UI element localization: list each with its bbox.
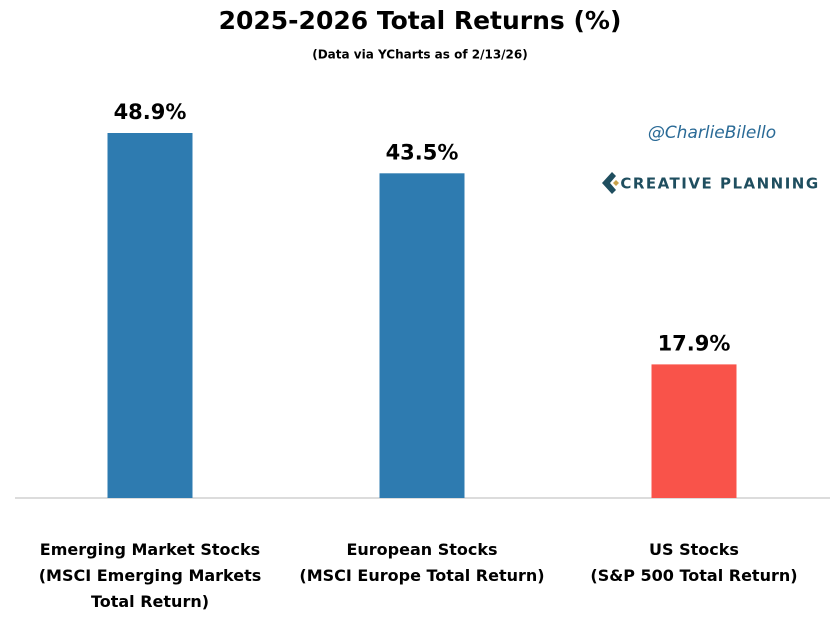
watermark-brand: CREATIVE PLANNING xyxy=(620,175,819,193)
value-label: 48.9% xyxy=(114,100,187,124)
bar xyxy=(379,173,465,498)
value-label: 17.9% xyxy=(658,331,731,355)
bar xyxy=(651,364,737,498)
x-tick-label: US Stocks (S&P 500 Total Return) xyxy=(590,540,798,585)
bar xyxy=(107,133,193,498)
value-label: 43.5% xyxy=(386,140,459,164)
chart-subtitle: (Data via YCharts as of 2/13/26) xyxy=(312,48,528,62)
logo-icon xyxy=(602,172,619,194)
watermark-handle: @CharlieBilello xyxy=(648,123,776,143)
chart-title: 2025-2026 Total Returns (%) xyxy=(219,6,622,35)
x-tick-label: European Stocks (MSCI Europe Total Retur… xyxy=(299,540,545,585)
x-tick-label: Emerging Market Stocks (MSCI Emerging Ma… xyxy=(38,540,262,611)
